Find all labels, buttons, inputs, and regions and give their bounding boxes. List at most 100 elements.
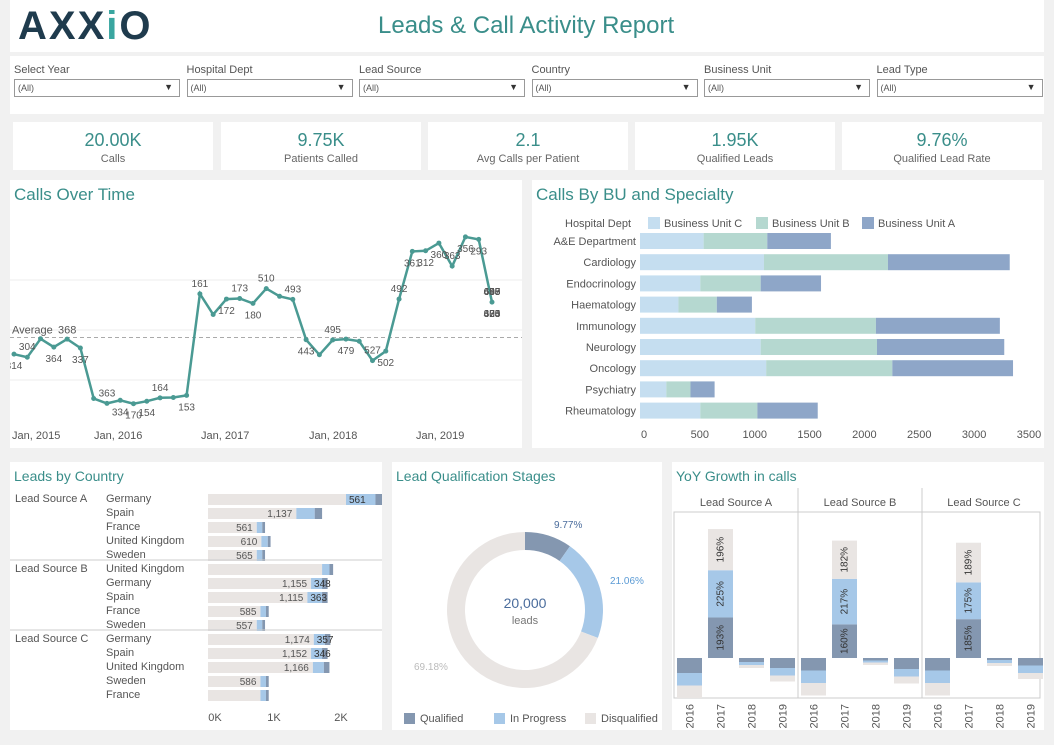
decline-bar (894, 676, 919, 684)
data-label: 164 (152, 383, 169, 394)
year-label: 2017 (964, 704, 976, 728)
year-label: 2017 (840, 704, 852, 728)
dropdown-arrow-icon: ▼ (509, 82, 518, 92)
growth-label: 217% (840, 589, 851, 615)
bar-disqualified (208, 508, 297, 519)
filter-select[interactable]: (All) ▼ (876, 79, 1043, 97)
bar-in-progress (256, 620, 263, 631)
panel-header: Lead Source C (947, 497, 1020, 509)
bar-segment (766, 360, 893, 377)
bar-in-progress (260, 676, 266, 687)
kpi-card: 20.00K Calls (13, 122, 213, 170)
line-point (237, 295, 243, 301)
bar-segment (757, 402, 818, 419)
category-label: Oncology (590, 363, 637, 375)
category-label: Endocrinology (566, 278, 636, 290)
category-label: Cardiology (583, 257, 636, 269)
legend-swatch (404, 713, 415, 724)
filter-1: Hospital Dept (All) ▼ (186, 64, 353, 97)
kpi-label: Qualified Lead Rate (893, 153, 991, 165)
line-point (370, 358, 375, 364)
leads-by-country-title: Leads by Country (14, 468, 124, 484)
legend-swatch (862, 217, 874, 229)
decline-bar (987, 658, 1012, 660)
x-tick-label: 0 (641, 429, 647, 441)
line-point (77, 345, 83, 351)
kpi-value: 9.75K (297, 130, 345, 150)
filter-2: Lead Source (All) ▼ (359, 64, 525, 97)
decline-bar (925, 658, 950, 671)
filter-select[interactable]: (All) ▼ (186, 79, 353, 97)
dropdown-arrow-icon: ▼ (164, 82, 173, 92)
dropdown-arrow-icon: ▼ (854, 82, 863, 92)
line-point (436, 240, 442, 246)
legend-entry: Qualified (420, 713, 463, 725)
inner-value-label: 363 (310, 593, 327, 604)
filter-label: Select Year (14, 64, 70, 76)
data-label: 495 (324, 325, 341, 336)
line-point (330, 337, 336, 343)
filter-3: Country (All) ▼ (531, 64, 698, 97)
bar-disqualified (208, 648, 312, 659)
lead-qualification-title: Lead Qualification Stages (396, 468, 556, 484)
line-point (91, 395, 97, 401)
panel-header: Lead Source B (824, 497, 897, 509)
bar-value-label: 557 (236, 621, 253, 632)
x-tick-label: 0K (208, 712, 222, 724)
bar-qualified (322, 648, 328, 659)
decline-bar (863, 662, 888, 665)
line-point (423, 248, 429, 254)
growth-label: 175% (964, 588, 975, 614)
bar-segment (887, 254, 1010, 271)
bar-value-label: 1,152 (282, 649, 307, 660)
line-point (131, 401, 136, 407)
donut-slice (559, 546, 603, 638)
inner-value-label: 348 (314, 579, 331, 590)
bar-in-progress (322, 564, 330, 575)
kpi-card: 9.75K Patients Called (221, 122, 421, 170)
data-label: 360 (431, 250, 448, 261)
calls-by-bu-title: Calls By BU and Specialty (536, 185, 734, 204)
x-tick-label: 2K (334, 712, 348, 724)
x-tick-label: 2000 (852, 429, 876, 441)
year-label: 2019 (902, 704, 914, 728)
country-label: Spain (106, 647, 134, 659)
bar-segment (640, 317, 756, 334)
country-label: United Kingdom (106, 563, 184, 575)
line-point (290, 296, 296, 302)
x-tick-label: 1000 (742, 429, 766, 441)
filter-select[interactable]: (All) ▼ (704, 79, 870, 97)
filter-label: Lead Type (876, 64, 928, 76)
kpi-label: Avg Calls per Patient (476, 153, 580, 165)
bar-qualified (322, 592, 328, 603)
data-label: 527 (364, 346, 381, 357)
data-label: 356 (457, 244, 474, 255)
center-value: 20,000 (504, 595, 547, 611)
x-tick-label: 1K (267, 712, 281, 724)
filter-select[interactable]: (All) ▼ (14, 79, 180, 97)
data-label: 173 (231, 283, 248, 294)
legend-entry: Business Unit A (878, 218, 956, 230)
bar-segment (755, 317, 876, 334)
line-point (263, 286, 269, 292)
x-tick-label: 3500 (1017, 429, 1041, 441)
bar-segment (716, 296, 752, 313)
calls-over-time-title: Calls Over Time (14, 185, 135, 204)
filter-select[interactable]: (All) ▼ (359, 79, 525, 97)
line-point (383, 348, 389, 354)
growth-label: 189% (964, 550, 975, 576)
year-label: 2019 (778, 704, 790, 728)
axis-label: Hospital Dept (565, 218, 631, 230)
country-label: Germany (106, 633, 152, 645)
bar-segment (640, 402, 701, 419)
growth-bar (956, 619, 981, 658)
data-label: 483 (484, 309, 501, 320)
filter-select[interactable]: (All) ▼ (531, 79, 698, 97)
country-label: Spain (106, 507, 134, 519)
line-point (38, 336, 44, 342)
bar-disqualified (208, 564, 323, 575)
growth-bar (832, 540, 857, 579)
decline-bar (739, 665, 764, 668)
group-label: Lead Source C (15, 633, 88, 645)
decline-bar (801, 658, 826, 671)
